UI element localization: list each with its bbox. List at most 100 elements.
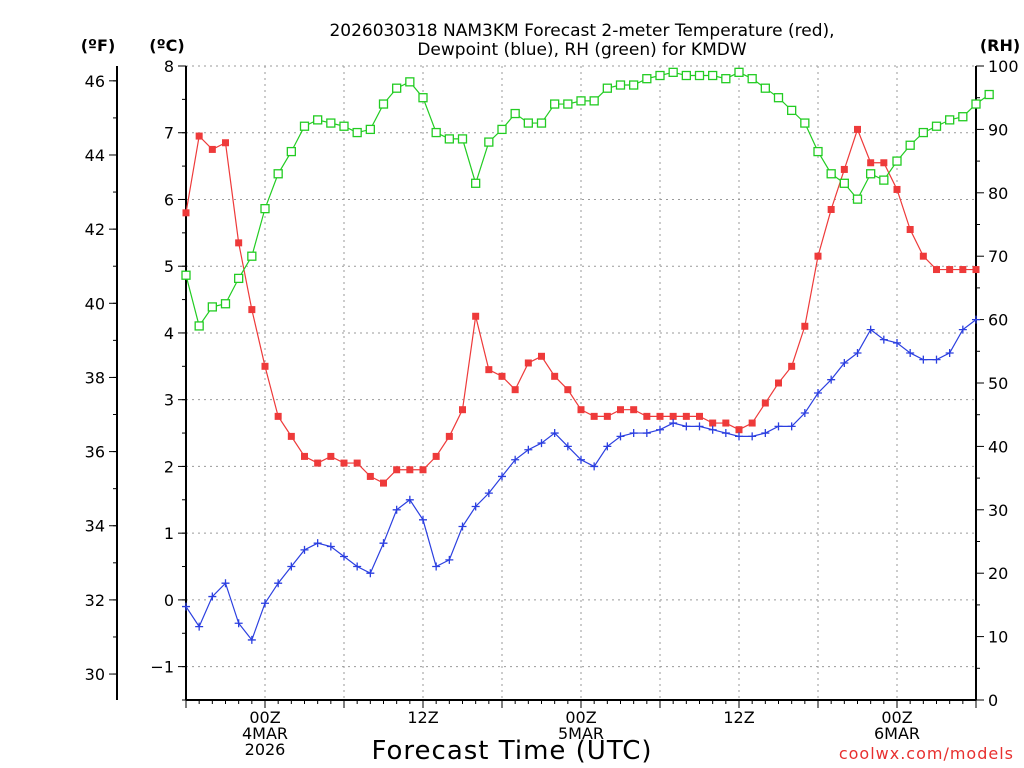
rh-point: [760, 83, 770, 93]
dewpoint-point: [432, 562, 441, 571]
celsius-unit-label: (ºC): [149, 36, 184, 55]
x-tick-label: 4MAR: [242, 724, 288, 743]
fahrenheit-tick-label: 32: [85, 591, 105, 610]
dewpoint-point: [827, 375, 836, 384]
fahrenheit-tick-label: 46: [85, 72, 105, 91]
temperature-point: [669, 412, 677, 420]
celsius-tick-label: 8: [164, 57, 174, 76]
rh-point: [207, 302, 217, 312]
temperature-point: [590, 412, 598, 420]
celsius-tick-label: −1: [150, 658, 174, 677]
dewpoint-point: [590, 462, 599, 471]
rh-point: [787, 105, 797, 116]
temperature-point: [761, 399, 769, 407]
rh-point: [931, 121, 942, 131]
temperature-point: [630, 406, 638, 414]
temperature-point: [643, 412, 651, 420]
dewpoint-point: [340, 552, 348, 561]
temperature-point: [261, 362, 269, 370]
dewpoint-point: [945, 348, 954, 357]
x-axis-label: Forecast Time (UTC): [371, 736, 652, 766]
celsius-tick-label: 3: [164, 391, 174, 410]
rh-tick-label: 80: [988, 184, 1008, 203]
x-tick-label: 12Z: [407, 708, 438, 727]
dewpoint-point: [932, 355, 941, 364]
rh-point: [194, 321, 204, 331]
dewpoint-point: [498, 472, 506, 481]
rh-point: [510, 108, 520, 119]
dewpoint-point: [800, 409, 809, 418]
dewpoint-point: [603, 442, 612, 451]
rh-point: [392, 83, 402, 93]
temperature-point: [380, 479, 387, 487]
temperature-point: [880, 159, 888, 167]
rh-point: [405, 77, 415, 87]
dewpoint-point: [919, 355, 928, 364]
rh-point: [655, 70, 665, 81]
celsius-tick-label: 5: [164, 257, 174, 276]
dewpoint-point: [537, 439, 546, 448]
dewpoint-point: [484, 489, 493, 498]
temperature-point: [709, 419, 717, 427]
dewpoint-series: [182, 315, 980, 644]
temperature-point: [867, 159, 875, 167]
rh-point: [629, 80, 639, 90]
rh-point: [866, 169, 876, 179]
dewpoint-point: [550, 429, 559, 438]
dewpoint-point: [511, 455, 520, 464]
rh-tick-label: 0: [988, 691, 998, 710]
dewpoint-point: [195, 622, 204, 631]
dewpoint-point: [445, 555, 454, 564]
rh-point: [563, 99, 573, 109]
rh-point: [971, 99, 981, 109]
dewpoint-point: [761, 429, 770, 438]
temperature-point: [327, 452, 335, 460]
rh-point: [313, 115, 323, 125]
dewpoint-point: [182, 602, 190, 611]
temperature-point: [472, 312, 480, 320]
x-tick-label: 00Z: [249, 708, 280, 727]
dewpoint-point: [221, 579, 230, 588]
rh-point: [642, 74, 652, 84]
rh-point: [326, 118, 336, 128]
temperature-point: [564, 386, 572, 394]
rh-point: [418, 93, 428, 103]
rh-point: [668, 67, 678, 77]
dewpoint-point: [629, 429, 638, 438]
rh-point: [444, 134, 454, 144]
temperature-point: [485, 366, 493, 374]
dewpoint-point: [313, 539, 322, 548]
temperature-point: [195, 132, 203, 140]
dewpoint-point: [326, 542, 335, 551]
rh-point: [852, 194, 863, 204]
rh-point: [273, 169, 283, 179]
temperature-point: [788, 362, 796, 370]
temperature-point: [498, 372, 506, 380]
rh-tick-label: 30: [988, 501, 1008, 520]
rh-point: [431, 127, 441, 138]
dewpoint-point: [642, 429, 651, 438]
temperature-point: [840, 165, 848, 173]
temperature-point: [603, 412, 611, 420]
dewpoint-point: [682, 422, 691, 431]
temperature-point: [906, 226, 914, 234]
rh-point: [839, 178, 849, 188]
rh-point: [826, 169, 836, 179]
rh-point: [800, 118, 810, 128]
rh-point: [471, 178, 481, 188]
rh-point: [181, 270, 191, 280]
rh-point: [234, 273, 244, 284]
temperature-point: [182, 209, 190, 217]
temperature-point: [366, 472, 374, 480]
dewpoint-point: [787, 422, 796, 431]
rh-tick-label: 10: [988, 628, 1008, 647]
temperature-point: [235, 239, 243, 247]
rh-point: [365, 124, 375, 135]
rh-tick-label: 50: [988, 374, 1008, 393]
x-tick-label: 00Z: [565, 708, 596, 727]
rh-point: [879, 175, 889, 185]
rh-point: [378, 99, 389, 109]
fahrenheit-tick-label: 42: [85, 220, 105, 239]
dewpoint-point: [234, 619, 243, 628]
rh-tick-label: 60: [988, 311, 1008, 330]
